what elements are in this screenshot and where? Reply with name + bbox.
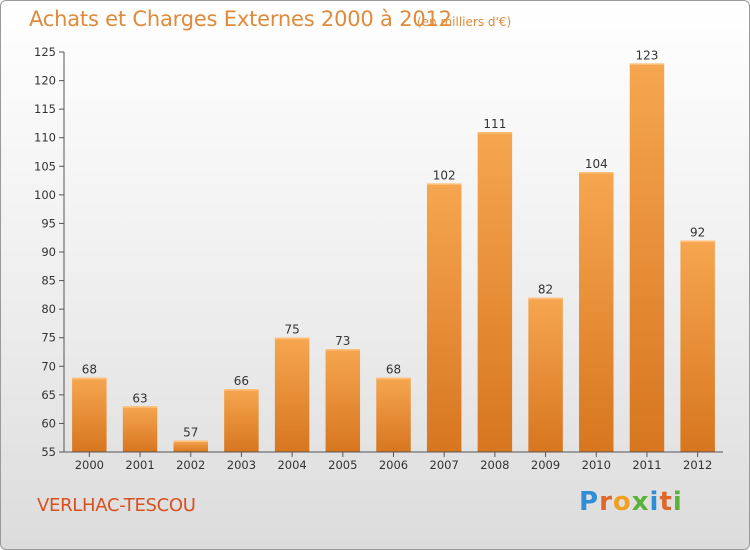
bar-2008 xyxy=(477,132,513,452)
data-label-2011: 123 xyxy=(636,48,659,62)
bar-highlight xyxy=(173,440,208,443)
y-axis: 55 60 65 70 75 80 85 90 95 100 105 110 115 120 125 xyxy=(34,45,65,459)
logo-letter: x xyxy=(631,487,650,517)
x-tick-label: 2010 xyxy=(582,458,611,472)
bar-highlight xyxy=(579,172,614,174)
x-tick-label: 2001 xyxy=(125,458,154,472)
x-tick-label: 2009 xyxy=(531,458,560,472)
bar-2000 xyxy=(72,377,107,452)
y-tick-label: 80 xyxy=(41,302,56,316)
bar-highlight xyxy=(325,349,361,351)
data-label-2004: 75 xyxy=(284,323,299,337)
y-tick-label: 120 xyxy=(34,74,56,88)
bar-highlight xyxy=(426,183,462,185)
y-tick-label: 125 xyxy=(34,45,56,59)
bar-highlight xyxy=(72,377,107,380)
logo-letter: r xyxy=(599,487,613,517)
bar-2005 xyxy=(325,349,361,452)
x-tick-label: 2006 xyxy=(379,458,408,472)
y-tick-label: 75 xyxy=(41,331,56,345)
data-label-2007: 102 xyxy=(433,168,456,182)
logo-letter: t xyxy=(659,487,673,517)
x-tick-label: 2007 xyxy=(430,458,459,472)
x-tick-label: 2011 xyxy=(632,458,661,472)
x-tick-label: 2012 xyxy=(683,458,712,472)
bar-highlight xyxy=(376,377,411,380)
logo-letter: P xyxy=(579,487,600,517)
data-label-2001: 63 xyxy=(132,391,147,405)
bar-2002 xyxy=(173,440,208,452)
bar-2010 xyxy=(579,172,614,452)
x-tick-label: 2000 xyxy=(75,458,104,472)
bar-highlight xyxy=(224,389,259,391)
x-tick-label: 2004 xyxy=(277,458,306,472)
data-label-2003: 66 xyxy=(234,374,249,388)
y-tick-label: 65 xyxy=(41,388,56,402)
bar-2004 xyxy=(274,337,310,452)
bar-2007 xyxy=(426,183,462,452)
location-label: VERLHAC-TESCOU xyxy=(37,495,196,516)
y-tick-label: 70 xyxy=(41,359,56,373)
y-tick-label: 90 xyxy=(41,245,56,259)
logo-letter: i xyxy=(672,487,683,517)
x-tick-label: 2002 xyxy=(176,458,205,472)
logo-letter: i xyxy=(649,487,660,517)
y-tick-label: 100 xyxy=(34,188,56,202)
x-tick-label: 2008 xyxy=(480,458,509,472)
chart-subtitle: (en milliers d'€) xyxy=(417,15,512,29)
y-tick-label: 55 xyxy=(41,445,56,459)
y-tick-label: 110 xyxy=(34,131,56,145)
bar-highlight xyxy=(629,63,665,65)
data-label-2012: 92 xyxy=(690,226,705,240)
y-tick-label: 115 xyxy=(34,102,56,116)
data-label-2002: 57 xyxy=(183,426,198,440)
y-tick-label: 85 xyxy=(41,274,56,288)
bar-highlight xyxy=(477,132,513,134)
bar-2011 xyxy=(629,63,665,453)
bar-2009 xyxy=(528,297,563,452)
data-label-2009: 82 xyxy=(538,283,553,297)
logo-letter: o xyxy=(612,487,632,517)
x-axis: 2000 2001 2002 2003 2004 2005 2006 2007 2008 2009… xyxy=(64,451,723,472)
bar-highlight xyxy=(122,406,158,408)
y-tick-label: 95 xyxy=(41,216,56,230)
bars: 68 63 57 66 75 73 68 102 111 82 104 123 92 xyxy=(72,48,715,453)
x-tick-label: 2003 xyxy=(227,458,256,472)
bar-2003 xyxy=(224,389,259,452)
data-label-2010: 104 xyxy=(585,157,608,171)
chart-title: Achats et Charges Externes 2000 à 2012 xyxy=(29,7,452,31)
data-label-2005: 73 xyxy=(335,334,350,348)
x-tick-label: 2005 xyxy=(328,458,357,472)
data-label-2000: 68 xyxy=(82,363,97,377)
data-label-2008: 111 xyxy=(483,117,506,131)
y-tick-label: 105 xyxy=(34,159,56,173)
data-label-2006: 68 xyxy=(386,363,401,377)
bar-2006 xyxy=(376,377,411,452)
y-tick-label: 60 xyxy=(41,416,56,430)
bar-2001 xyxy=(122,406,158,452)
proxiti-logo: Proxiti xyxy=(579,487,683,517)
bar-highlight xyxy=(274,337,310,340)
bar-2012 xyxy=(680,240,715,452)
bar-highlight xyxy=(528,297,563,300)
bar-highlight xyxy=(680,240,715,243)
